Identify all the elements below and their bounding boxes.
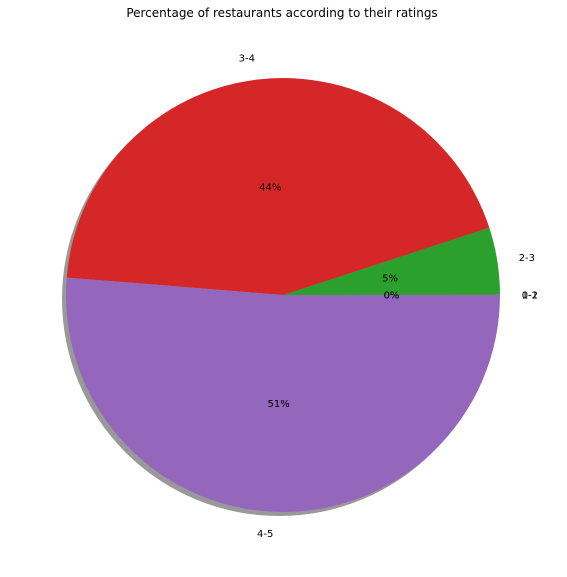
pie-percent-label-2-3: 5% <box>382 273 398 284</box>
pie-category-label-1-2: 1-2 <box>522 290 538 301</box>
pie-labels: 0-10% 1-20%2-35%3-444%4-551% <box>239 53 538 540</box>
pie-category-label-0-1: 0-1 <box>522 290 538 301</box>
pie-percent-label-3-4: 44% <box>259 183 281 194</box>
pie-percent-label-4-5: 51% <box>267 399 289 410</box>
pie-category-label-3-4: 3-4 <box>239 53 255 64</box>
pie-slices <box>65 78 500 512</box>
chart-title: Percentage of restaurants according to t… <box>126 6 437 20</box>
pie-percent-label-1-2: 0% <box>384 290 400 301</box>
pie-slice-2-3 <box>283 227 500 295</box>
pie-slice-3-4 <box>66 78 490 295</box>
pie-category-label-4-5: 4-5 <box>257 529 273 540</box>
pie-percent-label-0-1: 0% <box>384 291 400 302</box>
pie-category-label-2-3: 2-3 <box>519 253 535 264</box>
pie-slice-4-5 <box>65 277 500 512</box>
